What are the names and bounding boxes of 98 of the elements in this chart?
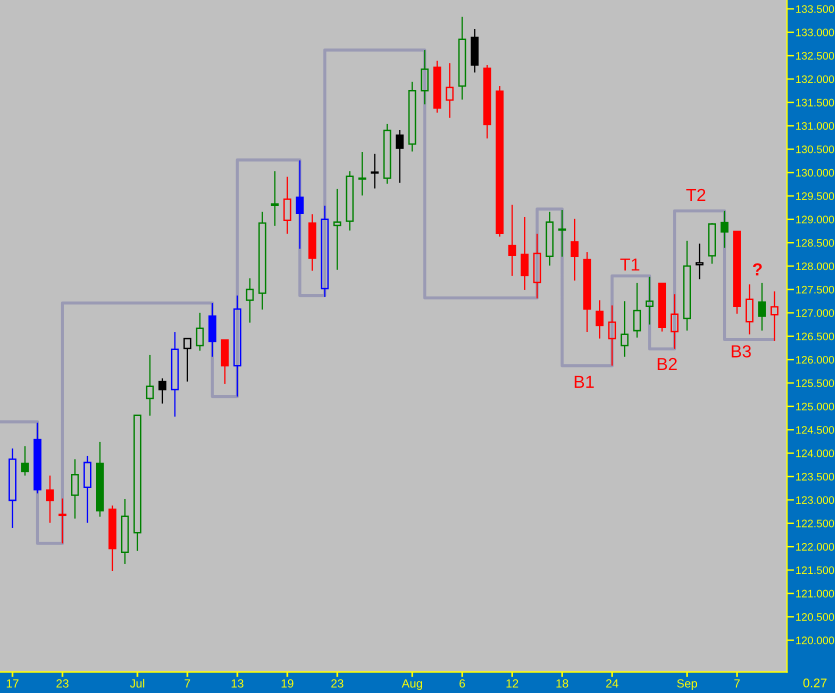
candlestick: [333, 188, 342, 270]
y-tick-label: 133.000: [796, 28, 834, 36]
x-tick-label: 13: [232, 679, 244, 688]
candlestick: [383, 123, 392, 184]
candlestick: [246, 278, 254, 324]
text: 0.27: [803, 678, 827, 688]
y-tick-label: 130.500: [796, 146, 834, 154]
y-tick-label: 120.500: [796, 613, 834, 621]
y-tick-label: 133.500: [796, 5, 834, 13]
y-tick-label: 131.000: [796, 122, 834, 130]
candlestick: [71, 458, 79, 520]
candlestick: [358, 151, 366, 196]
y-tick-label: 132.500: [796, 52, 834, 60]
candlestick: [308, 214, 316, 272]
annotation: T1: [620, 258, 640, 271]
y-tick-label: 125.000: [796, 402, 834, 410]
y-tick-label: 131.500: [796, 98, 834, 106]
candlestick: [270, 170, 279, 226]
candlestick: [146, 354, 154, 416]
candlestick: [470, 28, 479, 74]
candlestick: [608, 304, 616, 366]
x-tick-label: 23: [331, 679, 344, 688]
y-tick-label: 124.500: [796, 426, 834, 434]
candlestick: [258, 211, 266, 310]
candlestick: [458, 16, 466, 100]
y-tick-label: 121.000: [796, 590, 834, 598]
candlestick: [296, 160, 304, 250]
candlestick: [446, 62, 454, 118]
y-tick-label: 124.000: [796, 450, 834, 458]
candlestick: [770, 290, 778, 342]
candlestick: [170, 331, 179, 418]
x-tick-label: 6: [460, 679, 465, 688]
x-tick-label: Sep: [677, 679, 698, 690]
candlestick: [720, 210, 728, 248]
candlestick: [320, 205, 329, 298]
annotation: T2: [686, 188, 706, 201]
annotation: B3: [732, 345, 751, 358]
y-tick-label: 127.500: [796, 286, 834, 294]
candlestick: [746, 284, 754, 335]
candlestick: [496, 85, 504, 238]
y-tick-label: 128.500: [796, 239, 834, 247]
y-tick-label: 128.000: [796, 262, 834, 270]
candlestick: [570, 218, 579, 282]
candlestick: [508, 204, 516, 277]
candlestick: [346, 170, 354, 232]
candlestick: [646, 276, 654, 326]
y-tick-label: 126.000: [796, 356, 834, 364]
x-tick-label: 19: [282, 679, 294, 688]
candlestick: [233, 294, 242, 398]
x-tick-label: 23: [56, 679, 69, 688]
candlestick: [533, 233, 542, 299]
candlestick: [433, 60, 442, 114]
y-tick-label: 130.000: [796, 168, 834, 177]
candlestick: [546, 211, 554, 266]
candlestick: [696, 243, 704, 280]
candlestick: [758, 282, 766, 332]
candlestick: [596, 300, 604, 340]
candlestick: [583, 251, 592, 333]
candlestick: [520, 216, 529, 291]
y-tick-label: 123.000: [796, 496, 834, 504]
candlestick: [670, 294, 679, 350]
x-tick-label: 24: [606, 679, 618, 688]
candlestick: [120, 498, 129, 565]
annotation: B1: [574, 376, 594, 388]
x-tick-label: 7: [184, 679, 190, 688]
candlestick: [196, 312, 204, 352]
candlestick: [620, 300, 629, 358]
y-tick-label: 121.500: [796, 566, 834, 574]
candlestick: [408, 81, 416, 152]
candlestick: [46, 474, 54, 524]
y-tick-label: 120.000: [796, 636, 834, 644]
y-tick-label: 122.000: [796, 543, 834, 551]
y-tick-label: 129.000: [796, 216, 834, 224]
y-tick-label: 123.500: [796, 472, 834, 481]
x-tick-label: 12: [506, 679, 518, 688]
candlestick: [483, 64, 492, 140]
candlestick: [683, 240, 692, 332]
candlestick: [208, 302, 216, 358]
y-tick-label: 122.500: [796, 520, 834, 528]
y-tick-label: 132.000: [796, 75, 834, 84]
candlestick: [283, 176, 292, 234]
x-tick-label: Aug: [402, 679, 422, 690]
candlestick: [370, 153, 379, 190]
y-tick-label: 129.500: [796, 192, 834, 200]
candlestick: [8, 448, 16, 529]
y-tick-label: 126.500: [796, 332, 834, 340]
candlestick: [558, 209, 566, 258]
x-tick-label: Jul: [130, 678, 144, 688]
annotation: B2: [658, 358, 677, 370]
x-tick-label: 7: [734, 679, 740, 688]
candlestick: [420, 49, 429, 105]
y-tick-label: 127.000: [796, 309, 834, 317]
x-tick-label: 17: [6, 679, 18, 688]
candlestick: [58, 498, 66, 544]
x-tick-label: 18: [556, 679, 568, 688]
candlestick: [396, 129, 404, 184]
annotation: ?: [752, 263, 762, 276]
y-tick-label: 125.500: [796, 379, 834, 388]
